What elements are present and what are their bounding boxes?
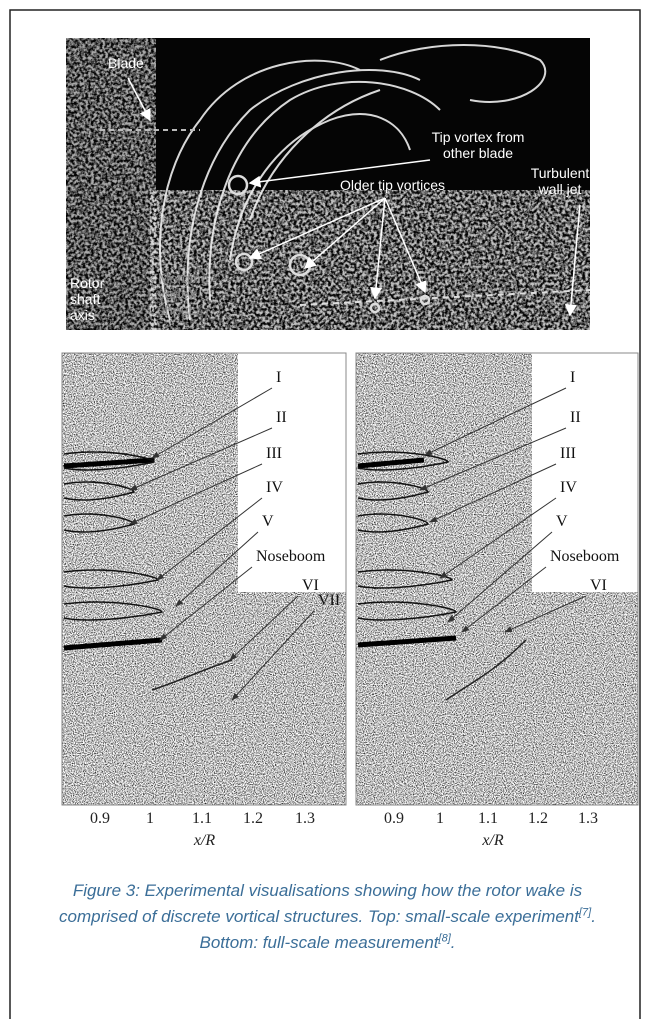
caption-text: . <box>451 933 456 952</box>
photo-label: Older tip vortices <box>340 177 445 193</box>
photo-label: Turbulent <box>531 165 590 181</box>
panel-label: IV <box>266 479 283 496</box>
caption-text: Figure 3: Experimental visualisations sh… <box>59 881 582 926</box>
panel-label: VI <box>590 577 607 594</box>
x-tick-label: 1 <box>436 810 444 827</box>
x-axis-label: x/R <box>481 832 504 849</box>
panel-label: Noseboom <box>550 548 620 565</box>
panel-label: II <box>276 409 287 426</box>
x-tick-label: 1.3 <box>578 810 598 827</box>
photo-label: other blade <box>443 145 513 161</box>
photo-label: shaft <box>70 291 100 307</box>
photo-label: wall jet <box>538 181 582 197</box>
panel-label: II <box>570 409 581 426</box>
panel-label: VII <box>318 592 340 609</box>
x-tick-label: 0.9 <box>90 810 110 827</box>
panel-label: V <box>262 513 274 530</box>
panel-label: III <box>266 445 282 462</box>
x-tick-label: 1.1 <box>478 810 498 827</box>
page: Blade Tip vortex fromother blade Older tip… <box>0 0 650 1019</box>
x-tick-label: 1.3 <box>295 810 315 827</box>
reference: [8] <box>439 932 451 944</box>
panel-label: I <box>570 369 575 386</box>
x-tick-label: 0.9 <box>384 810 404 827</box>
x-tick-label: 1 <box>146 810 154 827</box>
photo-label: axis <box>70 307 95 323</box>
panel-label: III <box>560 445 576 462</box>
panel-label: I <box>276 369 281 386</box>
photo-label: sheets <box>158 302 199 318</box>
panel-label: VI <box>302 577 319 594</box>
x-tick-label: 1.2 <box>528 810 548 827</box>
photo-label: Merging <box>158 270 209 286</box>
reference: [7] <box>579 906 591 918</box>
panel-label: IV <box>560 479 577 496</box>
photo-label: vortex <box>158 286 196 302</box>
figure: Blade Tip vortex fromother blade Older tip… <box>0 0 650 1019</box>
photo-label: Tip vortex from <box>432 129 525 145</box>
panel-label: V <box>556 513 568 530</box>
photo-label: Blade <box>108 55 144 71</box>
x-tick-label: 1.2 <box>243 810 263 827</box>
photo-label: Rotor <box>70 275 105 291</box>
x-tick-label: 1.1 <box>192 810 212 827</box>
caption: Figure 3: Experimental visualisations sh… <box>40 878 615 956</box>
x-axis-label: x/R <box>193 832 216 849</box>
panel-label: Noseboom <box>256 548 326 565</box>
